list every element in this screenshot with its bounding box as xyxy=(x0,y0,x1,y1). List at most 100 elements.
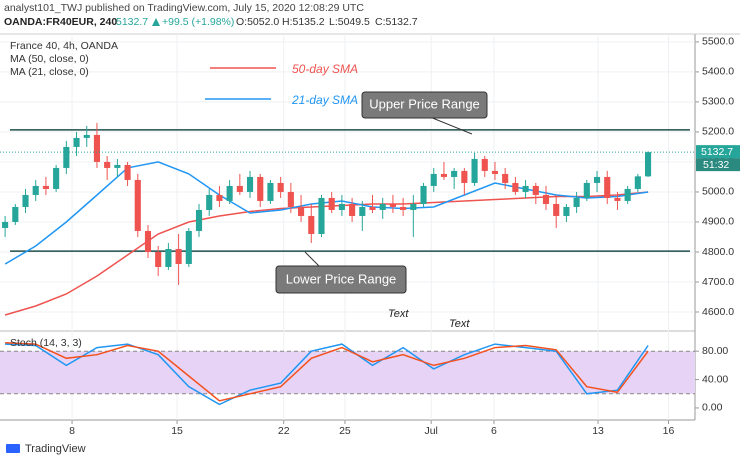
candle-body xyxy=(359,206,366,216)
candle-body xyxy=(624,188,631,201)
candle-body xyxy=(22,194,29,207)
price-tag xyxy=(696,145,740,159)
callout-box xyxy=(275,265,407,294)
candle-body xyxy=(481,158,488,171)
candle-body xyxy=(277,182,284,192)
candle-body xyxy=(53,167,60,189)
callout-pointer xyxy=(304,251,321,268)
line-series xyxy=(5,343,649,406)
candle-body xyxy=(2,221,9,228)
last-price: 5132.7 xyxy=(116,16,148,28)
candle-body xyxy=(12,206,19,222)
y-tick-label: 4900.0 xyxy=(702,216,734,228)
candle-body xyxy=(491,170,499,174)
ohlc-open: O:5052.0 xyxy=(236,16,279,28)
candle-body xyxy=(430,173,437,186)
candle-body xyxy=(83,134,90,138)
line-series xyxy=(5,341,649,402)
candle-body xyxy=(104,161,111,168)
annotation: 21-day SMA xyxy=(291,93,358,107)
x-tick-label: 15 xyxy=(171,425,183,437)
y-tick-label: 4700.0 xyxy=(702,276,734,288)
candle-body xyxy=(451,170,458,177)
candle-body xyxy=(338,203,345,210)
candle-body xyxy=(553,203,560,216)
candle-body xyxy=(144,230,152,252)
candle-body xyxy=(226,185,233,201)
candle-body xyxy=(532,185,539,195)
candle-body xyxy=(216,194,223,201)
candle-body xyxy=(185,230,192,264)
candle-body xyxy=(124,164,131,180)
y-tick-label: 5200.0 xyxy=(702,126,734,138)
candle-body xyxy=(440,173,448,177)
x-tick-label: Jul xyxy=(424,425,437,437)
callout-box xyxy=(361,91,488,119)
candle-body xyxy=(420,185,427,204)
x-tick-label: 6 xyxy=(491,425,497,437)
stoch-band xyxy=(0,351,695,394)
candle-body xyxy=(634,176,641,189)
chart-title: France 40, 4h, OANDA xyxy=(10,40,118,52)
candle-body xyxy=(175,248,182,264)
annotation: Text xyxy=(449,318,470,330)
brand-logo xyxy=(6,444,20,453)
line-series xyxy=(4,161,649,265)
byline: analyst101_TWJ published on TradingView.… xyxy=(4,2,364,14)
candle-body xyxy=(583,182,590,198)
callout-pointer xyxy=(429,116,473,135)
ohlc-high: H:5135.2 xyxy=(282,16,325,28)
legend-ma21: MA (21, close, 0) xyxy=(10,66,89,78)
candle-body xyxy=(134,179,141,231)
candle-body xyxy=(206,194,213,210)
candle-body xyxy=(604,176,611,198)
x-tick-label: 8 xyxy=(69,425,75,437)
candle-body xyxy=(287,191,294,207)
y-tick-label: 80.00 xyxy=(702,345,728,357)
y-tick-label: 4600.0 xyxy=(702,306,734,318)
panel-title: Stoch (14, 3, 3) xyxy=(10,337,82,349)
candle-body xyxy=(410,203,417,210)
change: +99.5 (+1.98%) xyxy=(162,16,234,28)
up-arrow xyxy=(152,18,160,26)
x-tick-label: 22 xyxy=(278,425,290,437)
callout-text: Upper Price Range xyxy=(369,96,480,111)
y-tick-label: 5300.0 xyxy=(702,96,734,108)
candle-body xyxy=(563,206,570,216)
candle-body xyxy=(308,215,315,234)
ohlc-low: L:5049.5 xyxy=(329,16,370,28)
candle-body xyxy=(114,164,121,168)
candle-body xyxy=(349,203,356,216)
candle-body xyxy=(614,197,621,201)
candle-body xyxy=(318,197,325,234)
candle-body xyxy=(400,206,407,210)
annotation: Text xyxy=(388,308,409,320)
y-tick-label: 40.00 xyxy=(702,373,728,385)
candle-body xyxy=(63,146,70,168)
x-tick-label: 25 xyxy=(339,425,351,437)
candle-body xyxy=(522,185,529,192)
candle-body xyxy=(644,152,652,177)
x-tick-label: 13 xyxy=(592,425,604,437)
candle-body xyxy=(471,158,478,183)
candle-body xyxy=(257,176,264,201)
ohlc-close: C:5132.7 xyxy=(375,16,418,28)
candle-body xyxy=(195,209,203,231)
x-tick-label: 16 xyxy=(663,425,675,437)
candle-body xyxy=(328,197,335,210)
candle-body xyxy=(246,176,254,192)
candle-body xyxy=(542,194,550,204)
candle-body xyxy=(236,185,243,192)
symbol: OANDA:FR40EUR, 240 xyxy=(4,16,117,28)
line-series xyxy=(4,191,649,316)
callout-text: Lower Price Range xyxy=(286,271,397,286)
candle-body xyxy=(298,206,305,216)
candle-body xyxy=(593,176,601,183)
candle-body xyxy=(461,170,468,183)
candle-body xyxy=(379,203,386,210)
candle-body xyxy=(165,248,172,267)
candle-body xyxy=(73,137,80,147)
candle-body xyxy=(267,182,274,201)
candle-body xyxy=(389,203,396,207)
